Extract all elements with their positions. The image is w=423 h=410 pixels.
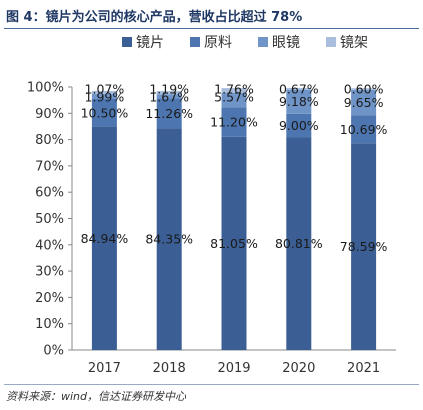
data-label-2-2018: 1.67%	[149, 90, 189, 105]
data-label-1-2018: 11.26%	[145, 106, 193, 121]
bar-segment-3-2019	[221, 88, 247, 93]
bar-segment-2-2019	[221, 92, 247, 108]
data-label-3-2018: 1.19%	[149, 82, 189, 97]
legend-label-2: 眼镜	[272, 35, 300, 51]
bar-segment-2-2021	[351, 89, 377, 116]
bar-segment-0-2021	[351, 143, 377, 350]
bar-segment-1-2020	[286, 113, 312, 138]
legend-swatch-3	[326, 37, 336, 47]
bar-segment-0-2017	[91, 126, 117, 350]
chart-title: 图 4：镜片为公司的核心产品，营收占比超过 78%	[6, 10, 303, 25]
x-tick-label: 2020	[282, 361, 315, 376]
y-tick-label: 80%	[35, 133, 64, 148]
legend-swatch-0	[122, 37, 132, 47]
source-note: 资料来源：wind，信达证券研发中心	[6, 390, 187, 403]
data-label-0-2019: 81.05%	[210, 236, 258, 251]
data-label-0-2021: 78.59%	[340, 239, 388, 254]
stacked-bar-chart: 镜片 原料 眼镜 镜架 0% 10% 20% 30% 40% 50% 60% 70% 80% 90% 10…	[27, 35, 396, 376]
bar-segment-0-2019	[221, 136, 247, 350]
data-label-0-2017: 84.94%	[81, 231, 129, 246]
y-tick-label: 60%	[35, 186, 64, 201]
data-label-3-2020: 0.67%	[279, 81, 319, 96]
y-axis: 0% 10% 20% 30% 40% 50% 60% 70% 80% 90% 100%	[27, 81, 73, 359]
data-label-1-2021: 10.69%	[340, 122, 388, 137]
data-labels: 84.94%10.50%1.99%1.07%84.35%11.26%1.67%1…	[81, 81, 388, 254]
data-label-3-2021: 0.60%	[344, 82, 384, 97]
bar-segment-1-2021	[351, 115, 377, 144]
y-tick-label: 70%	[35, 159, 64, 174]
bar-segment-2-2017	[91, 93, 117, 99]
y-tick-label: 10%	[35, 317, 64, 332]
x-tick-label: 2019	[217, 361, 250, 376]
x-tick-label: 2021	[347, 361, 380, 376]
legend-label-3: 镜架	[340, 35, 368, 51]
bar-segment-3-2021	[351, 88, 377, 90]
y-tick-label: 0%	[43, 344, 64, 359]
data-label-0-2018: 84.35%	[145, 232, 193, 247]
y-tick-label: 100%	[27, 81, 64, 96]
y-tick-label: 20%	[35, 291, 64, 306]
y-tick-label: 40%	[35, 238, 64, 253]
bar-segment-3-2017	[91, 90, 117, 94]
footer-divider	[4, 384, 419, 385]
data-label-2-2020: 9.18%	[279, 94, 319, 109]
data-label-1-2019: 11.20%	[210, 115, 258, 130]
legend: 镜片 原料 眼镜 镜架	[122, 35, 368, 51]
bar-segment-3-2018	[156, 91, 182, 95]
data-label-1-2020: 9.00%	[279, 118, 319, 133]
y-tick-label: 50%	[35, 212, 64, 227]
data-label-2-2017: 1.99%	[85, 90, 125, 105]
bar-segment-0-2020	[286, 137, 312, 350]
bar-segment-3-2020	[286, 87, 312, 90]
bar-segment-2-2020	[286, 89, 312, 114]
legend-label-1: 原料	[204, 35, 232, 51]
legend-swatch-1	[190, 37, 200, 47]
bar-segment-0-2018	[156, 128, 182, 350]
bars	[91, 87, 377, 350]
bar-segment-2-2018	[156, 94, 182, 99]
x-axis: 2017 2018 2019 2020 2021	[72, 349, 396, 376]
data-label-2-2019: 5.57%	[214, 90, 254, 105]
bar-segment-1-2019	[221, 107, 247, 137]
data-label-1-2017: 10.50%	[81, 105, 129, 120]
legend-label-0: 镜片	[136, 35, 164, 51]
data-label-2-2021: 9.65%	[344, 95, 384, 110]
bar-segment-1-2017	[91, 98, 117, 127]
data-label-0-2020: 80.81%	[275, 236, 323, 251]
bar-segment-1-2018	[156, 98, 182, 129]
y-tick-label: 90%	[35, 107, 64, 122]
title-divider	[4, 28, 419, 29]
data-label-3-2017: 1.07%	[85, 82, 125, 97]
x-tick-label: 2018	[153, 361, 186, 376]
y-tick-label: 30%	[35, 265, 64, 280]
data-label-3-2019: 1.76%	[214, 82, 254, 97]
x-tick-label: 2017	[88, 361, 121, 376]
legend-swatch-2	[258, 37, 268, 47]
